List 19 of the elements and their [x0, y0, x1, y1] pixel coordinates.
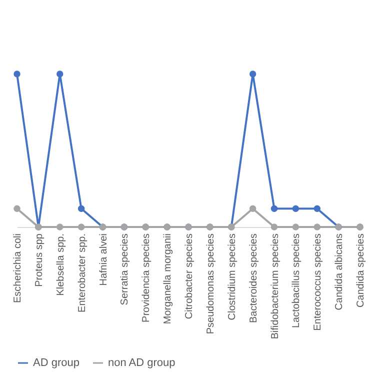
x-tick-label: Hafnia alvei: [98, 234, 110, 286]
legend-label: non AD group: [108, 357, 176, 369]
x-tick-label: Candida species: [356, 234, 366, 308]
x-tick-label: Lactobacillus species: [291, 234, 302, 328]
x-tick-label: Bacteroides species: [248, 234, 260, 323]
x-tick-label: Enterococcus species: [312, 234, 324, 331]
x-tick-label: Providencia species: [141, 234, 152, 322]
legend-label: AD group: [33, 357, 80, 369]
x-tick-label: Serratia species: [120, 234, 131, 306]
x-tick-label: Escherichia coli: [12, 234, 24, 303]
x-tick-label: Proteus spp: [34, 233, 45, 287]
x-tick-label: Enterobacter spp.: [76, 234, 88, 312]
x-tick-label: Klebsella spp.: [55, 234, 66, 296]
x-tick-label: Pseudomonas species: [205, 234, 216, 334]
x-tick-label: Morganella morganii: [162, 234, 174, 324]
x-tick-label: Candida albicans: [334, 234, 346, 310]
x-tick-label: Bifidobacterium species: [270, 234, 281, 340]
x-tick-label: Clostridium species: [226, 234, 238, 320]
x-tick-label: Citrobacter species: [184, 234, 195, 320]
